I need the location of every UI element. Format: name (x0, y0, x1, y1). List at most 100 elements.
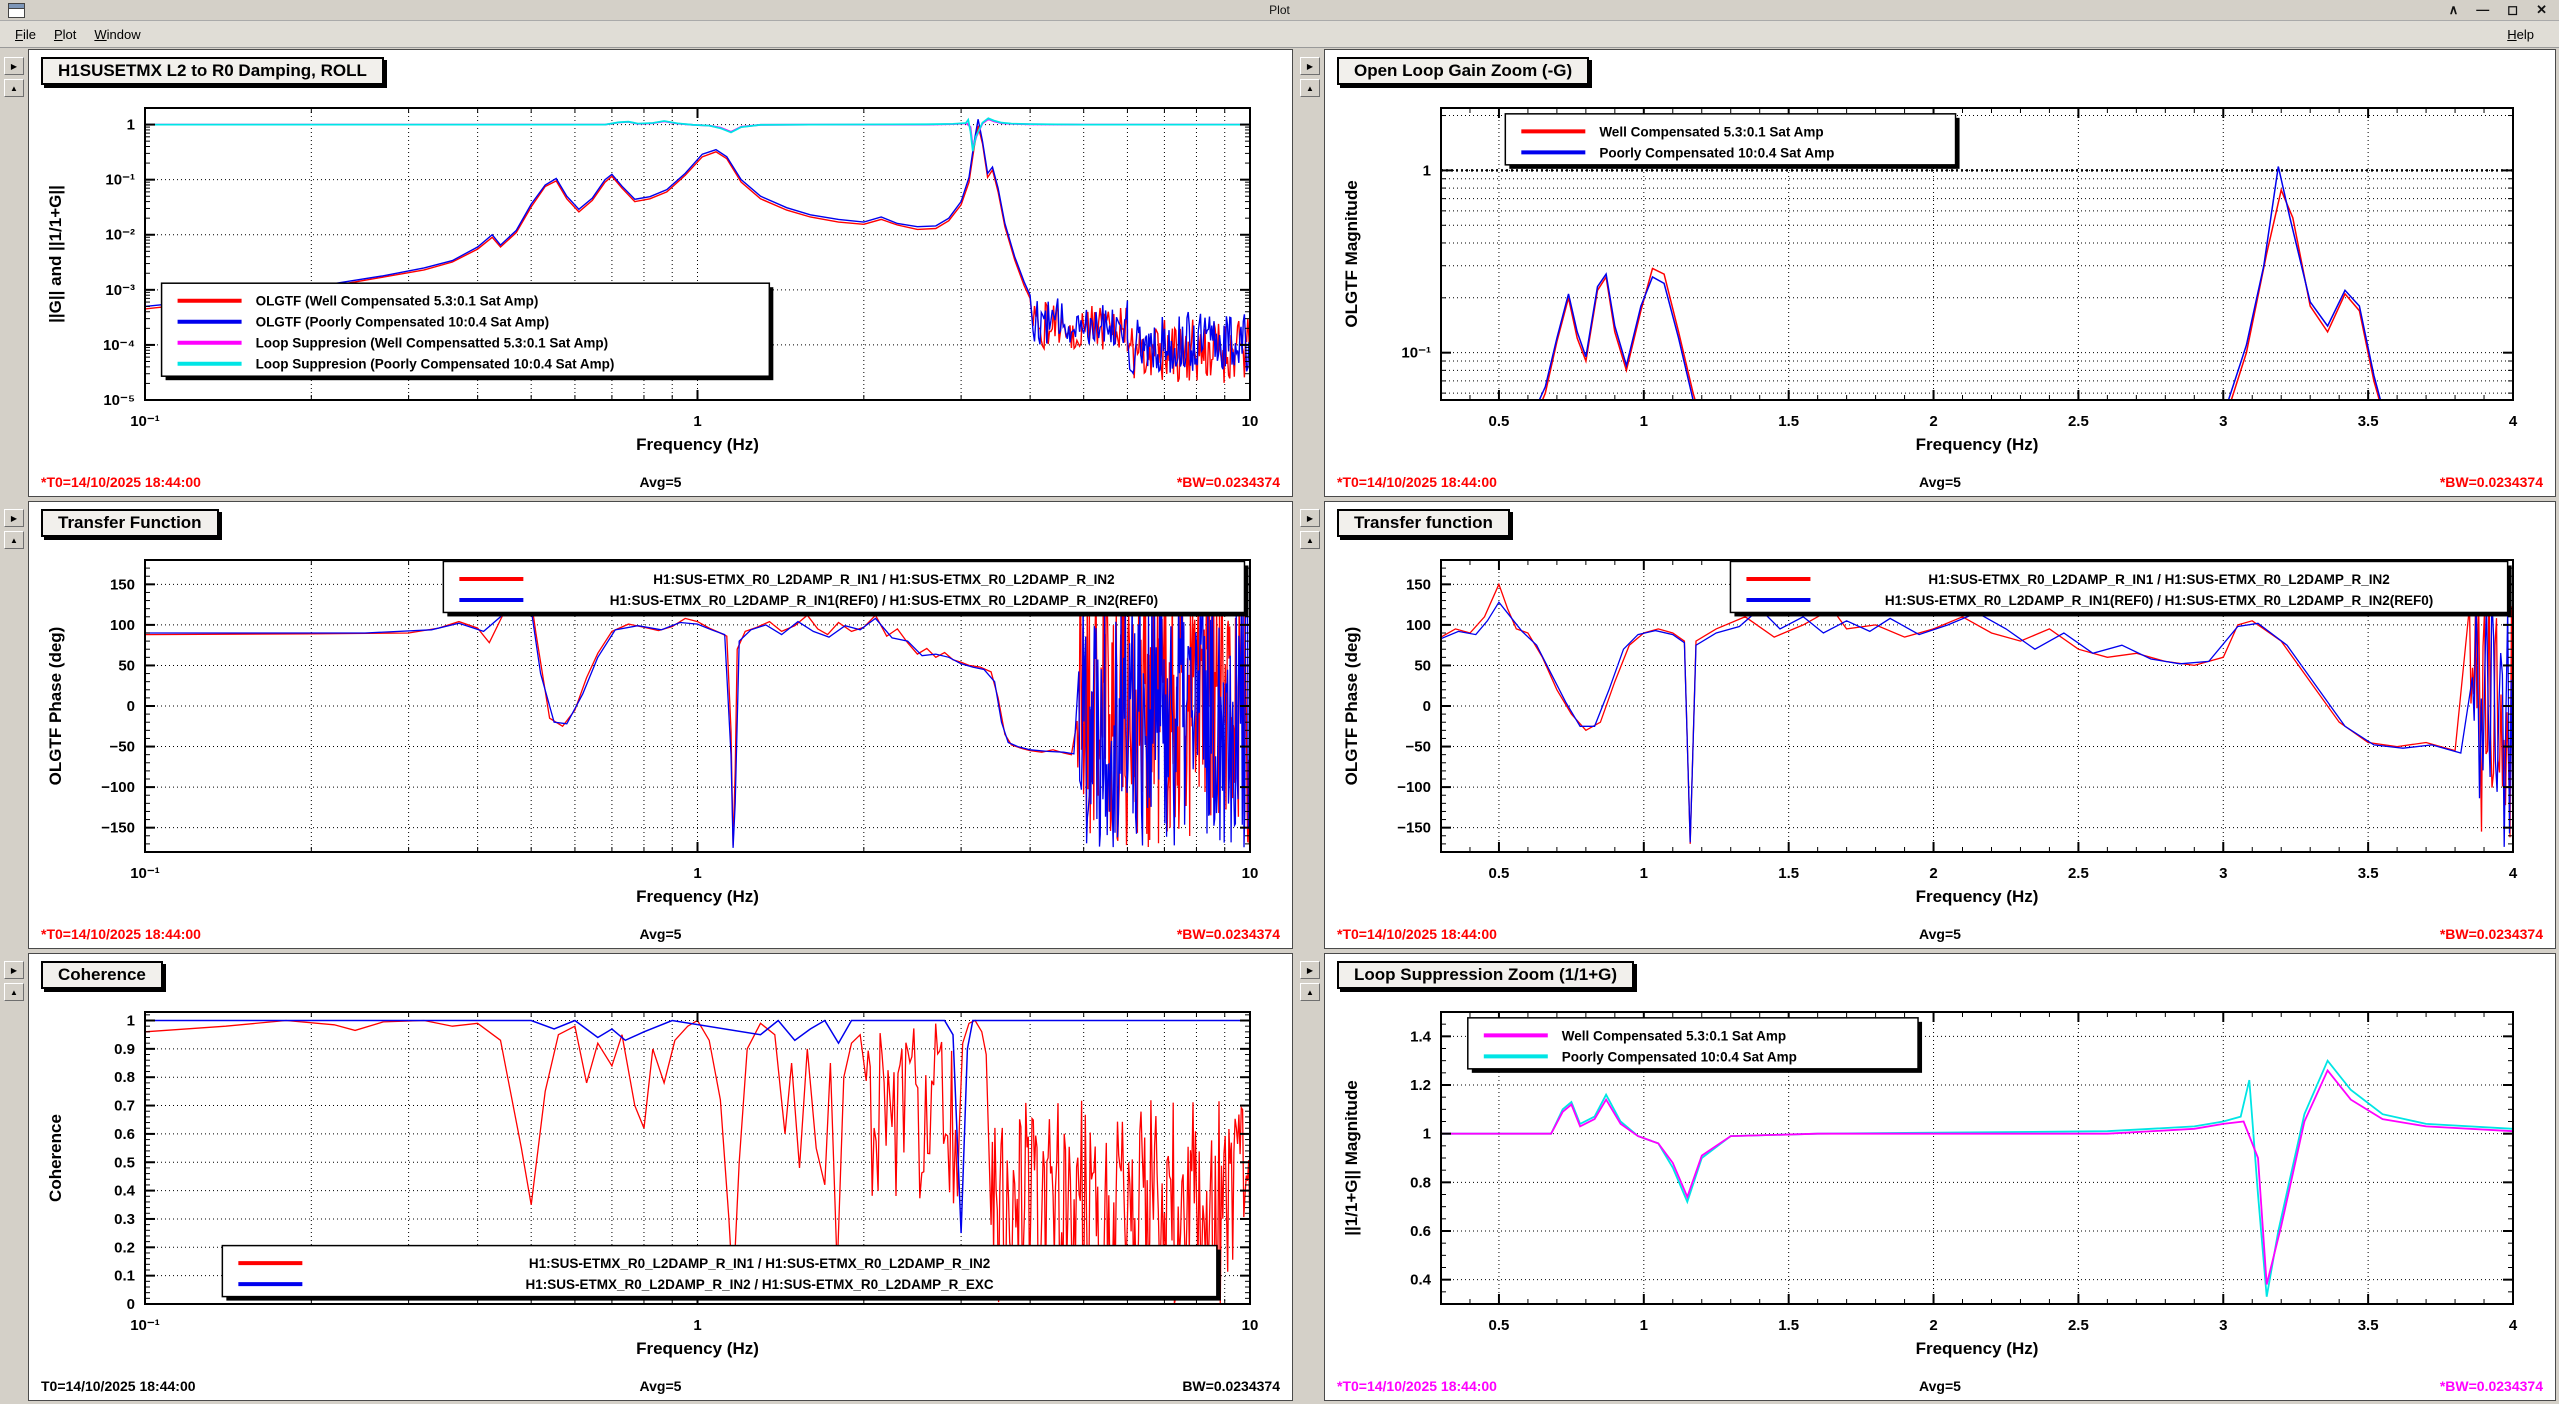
svg-text:−50: −50 (1406, 739, 1431, 756)
svg-text:H1:SUS-ETMX_R0_L2DAMP_R_IN1(RE: H1:SUS-ETMX_R0_L2DAMP_R_IN1(REF0) / H1:S… (1885, 593, 2433, 608)
svg-text:100: 100 (110, 617, 135, 634)
footer-avg: Avg=5 (639, 1378, 682, 1394)
svg-text:3.5: 3.5 (2358, 865, 2379, 882)
app-icon (8, 2, 25, 18)
svg-text:2.5: 2.5 (2068, 865, 2089, 882)
menu-help[interactable]: Help (2507, 26, 2534, 42)
footer-bw: *BW=0.0234374 (1176, 474, 1280, 490)
cell-tf-phase-lin: ▶ ▲ Transfer function 0.5 1 1.5 2 2.5 3 3.5 4 15… (1296, 500, 2559, 952)
svg-text:Frequency (Hz): Frequency (Hz) (636, 435, 759, 454)
close-button[interactable]: ✕ (2536, 2, 2547, 17)
svg-text:0.5: 0.5 (114, 1154, 135, 1171)
panel-collapse-button[interactable]: ▲ (1300, 531, 1320, 549)
panel-expand-button[interactable]: ▶ (4, 57, 24, 75)
shade-button[interactable]: ∧ (2448, 2, 2459, 17)
svg-text:Frequency (Hz): Frequency (Hz) (1916, 435, 2039, 454)
chart-canvas: 0.5 1 1.5 2 2.5 3 3.5 4 150 100 50 0 −50 −100 −150 Freq… (1342, 559, 2518, 906)
footer-avg: Avg=5 (1919, 474, 1961, 490)
svg-text:Frequency (Hz): Frequency (Hz) (1916, 1339, 2039, 1358)
footer-bw: BW=0.0234374 (1182, 1378, 1280, 1394)
footer-avg: Avg=5 (1919, 926, 1961, 942)
cell-loop-supp-zoom: ▶ ▲ Loop Suppression Zoom (1/1+G) 0.5 1 1.… (1296, 952, 2559, 1404)
footer-bw: *BW=0.0234374 (2439, 1378, 2543, 1394)
window-titlebar[interactable]: Plot ∧ — ◻ ✕ (0, 0, 2559, 21)
panel-title: Coherence (41, 961, 163, 989)
svg-text:Frequency (Hz): Frequency (Hz) (1916, 887, 2039, 906)
svg-text:−150: −150 (101, 820, 135, 837)
svg-text:0.6: 0.6 (1410, 1223, 1431, 1240)
panel-gutter: ▶ ▲ (1296, 952, 1324, 1404)
svg-text:10⁻¹: 10⁻¹ (130, 865, 160, 882)
svg-text:2.5: 2.5 (2068, 1317, 2089, 1334)
svg-text:3.5: 3.5 (2358, 413, 2379, 430)
svg-text:OLGTF (Poorly Compensated 10:0: OLGTF (Poorly Compensated 10:0.4 Sat Amp… (256, 315, 550, 330)
svg-text:50: 50 (1414, 657, 1431, 674)
svg-text:−50: −50 (110, 739, 135, 756)
panel-damping-bode: H1SUSETMX L2 to R0 Damping, ROLL 10⁻¹ 1 10… (28, 49, 1293, 497)
svg-text:4: 4 (2509, 413, 2518, 430)
svg-text:0.4: 0.4 (1410, 1272, 1432, 1289)
svg-text:0.5: 0.5 (1489, 1317, 1510, 1334)
svg-text:10⁻¹: 10⁻¹ (130, 413, 160, 430)
svg-text:4: 4 (2509, 1317, 2518, 1334)
panel-expand-button[interactable]: ▶ (1300, 961, 1320, 979)
panel-gutter: ▶ ▲ (1296, 500, 1324, 952)
svg-text:1: 1 (693, 1317, 701, 1334)
svg-text:OLGTF Magnitude: OLGTF Magnitude (1342, 180, 1361, 327)
menu-file[interactable]: File (15, 26, 36, 42)
panel-gutter: ▶ ▲ (0, 48, 28, 500)
svg-text:0.6: 0.6 (114, 1126, 135, 1143)
svg-text:Loop Suppresion (Poorly Compen: Loop Suppresion (Poorly Compensated 10:0… (256, 357, 615, 372)
svg-text:0.9: 0.9 (114, 1041, 135, 1058)
svg-text:0.8: 0.8 (114, 1069, 135, 1086)
footer-bw: *BW=0.0234374 (2439, 926, 2543, 942)
panel-title: Transfer function (1337, 509, 1510, 537)
svg-text:10⁻¹: 10⁻¹ (105, 172, 135, 189)
svg-text:||G|| and ||1/1+G||: ||G|| and ||1/1+G|| (46, 185, 65, 323)
svg-text:1: 1 (127, 117, 135, 134)
footer-t0: *T0=14/10/2025 18:44:00 (1337, 1378, 1497, 1394)
menu-plot[interactable]: Plot (53, 26, 77, 42)
menu-window[interactable]: Window (94, 26, 141, 42)
panel-expand-button[interactable]: ▶ (4, 509, 24, 527)
panel-collapse-button[interactable]: ▲ (4, 79, 24, 97)
svg-text:1: 1 (1640, 865, 1648, 882)
panel-collapse-button[interactable]: ▲ (1300, 79, 1320, 97)
panel-olg-zoom: Open Loop Gain Zoom (-G) 0.5 1 1.5 2 2.5 3 3.5… (1324, 49, 2556, 497)
panel-title: Transfer Function (41, 509, 219, 537)
svg-text:4: 4 (2509, 865, 2518, 882)
svg-text:OLGTF (Well Compensated 5.3:0.: OLGTF (Well Compensated 5.3:0.1 Sat Amp) (256, 294, 539, 309)
svg-text:2: 2 (1929, 865, 1937, 882)
minimize-button[interactable]: — (2476, 2, 2490, 17)
svg-text:1: 1 (1640, 1317, 1648, 1334)
panel-footer: *T0=14/10/2025 18:44:00 Avg=5 *BW=0.0234… (1337, 926, 2543, 944)
svg-text:150: 150 (110, 576, 135, 593)
svg-text:3.5: 3.5 (2358, 1317, 2379, 1334)
panel-footer: *T0=14/10/2025 18:44:00 Avg=5 *BW=0.0234… (1337, 474, 2543, 492)
svg-text:10⁻⁵: 10⁻⁵ (103, 392, 135, 409)
chart-canvas: 10⁻¹ 1 10 1 0.9 0.8 0.7 0.6 0.5 0.4 0.3 0.2 0.1 0 Freq… (46, 1011, 1258, 1358)
panel-collapse-button[interactable]: ▲ (4, 983, 24, 1001)
svg-text:1: 1 (693, 865, 701, 882)
footer-bw: *BW=0.0234374 (2439, 474, 2543, 490)
panel-collapse-button[interactable]: ▲ (1300, 983, 1320, 1001)
chart-canvas: 10⁻¹ 1 10 150 100 50 0 −50 −100 −150 Frequency (Hz… (46, 559, 1258, 906)
svg-text:10⁻²: 10⁻² (105, 227, 135, 244)
svg-text:1: 1 (1423, 1126, 1431, 1143)
svg-text:1.2: 1.2 (1410, 1077, 1431, 1094)
maximize-button[interactable]: ◻ (2507, 2, 2519, 17)
svg-text:3: 3 (2219, 865, 2227, 882)
svg-text:0: 0 (127, 698, 135, 715)
svg-text:1: 1 (693, 413, 701, 430)
svg-text:0: 0 (1423, 698, 1431, 715)
panel-expand-button[interactable]: ▶ (1300, 509, 1320, 527)
svg-text:−100: −100 (101, 779, 135, 796)
panel-collapse-button[interactable]: ▲ (4, 531, 24, 549)
panel-expand-button[interactable]: ▶ (4, 961, 24, 979)
svg-text:||1/1+G|| Magnitude: ||1/1+G|| Magnitude (1342, 1080, 1361, 1236)
footer-avg: Avg=5 (1919, 1378, 1961, 1394)
svg-text:0.5: 0.5 (1489, 865, 1510, 882)
footer-avg: Avg=5 (639, 926, 682, 942)
panel-expand-button[interactable]: ▶ (1300, 57, 1320, 75)
svg-text:0.1: 0.1 (114, 1268, 135, 1285)
